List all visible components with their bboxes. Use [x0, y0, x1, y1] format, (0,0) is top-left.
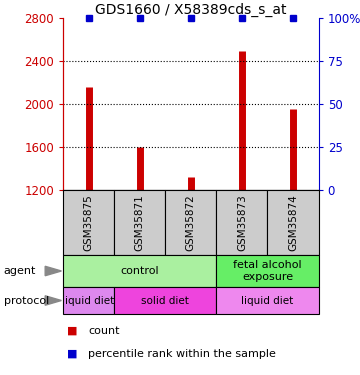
- Bar: [267, 190, 319, 255]
- Bar: [63, 190, 114, 255]
- Title: GDS1660 / X58389cds_s_at: GDS1660 / X58389cds_s_at: [95, 3, 287, 17]
- Text: liquid diet: liquid diet: [62, 296, 115, 306]
- Text: ■: ■: [67, 326, 77, 336]
- Text: GSM35874: GSM35874: [288, 194, 298, 251]
- Text: GSM35872: GSM35872: [186, 194, 196, 251]
- Text: protocol: protocol: [4, 296, 49, 306]
- Bar: [216, 287, 319, 314]
- Text: percentile rank within the sample: percentile rank within the sample: [88, 349, 276, 358]
- Text: GSM35873: GSM35873: [237, 194, 247, 251]
- Bar: [216, 190, 267, 255]
- Bar: [63, 255, 216, 287]
- Bar: [114, 287, 216, 314]
- Text: fetal alcohol
exposure: fetal alcohol exposure: [233, 260, 302, 282]
- Text: GSM35871: GSM35871: [135, 194, 145, 251]
- Text: agent: agent: [4, 266, 36, 276]
- Polygon shape: [45, 266, 61, 276]
- Text: count: count: [88, 326, 120, 336]
- Bar: [165, 190, 216, 255]
- Text: control: control: [120, 266, 159, 276]
- Text: GSM35875: GSM35875: [84, 194, 94, 251]
- Text: ■: ■: [67, 349, 77, 358]
- Text: solid diet: solid diet: [141, 296, 189, 306]
- Bar: [63, 287, 114, 314]
- Text: liquid diet: liquid diet: [241, 296, 294, 306]
- Polygon shape: [45, 296, 61, 305]
- Bar: [216, 255, 319, 287]
- Bar: [114, 190, 165, 255]
